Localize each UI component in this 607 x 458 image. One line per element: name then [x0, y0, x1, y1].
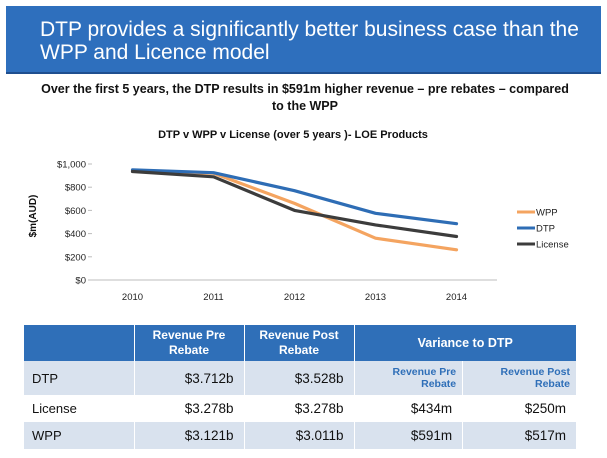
- line-chart: DTP v WPP v License (over 5 years )- LOE…: [28, 129, 569, 303]
- y-tick-label: $0: [75, 276, 86, 287]
- header-revenue-post: Revenue Post Rebate: [243, 325, 354, 361]
- revenue-table: Revenue Pre Rebate Revenue Post Rebate V…: [24, 325, 576, 449]
- x-axis-ticks: 2010 2011 2012 2013 2014: [122, 292, 467, 303]
- y-axis-label: $m(AUD): [28, 195, 39, 238]
- header-variance: Variance to DTP: [353, 325, 576, 361]
- legend-label-dtp: DTP: [536, 224, 555, 235]
- y-tick-label: $200: [65, 252, 86, 263]
- cell-revenue-post: $3.278b: [243, 395, 354, 422]
- legend: WPP DTP License: [517, 208, 569, 251]
- table-row-wpp: WPP $3.121b $3.011b $591m $517m: [24, 422, 576, 449]
- cell-revenue-pre: $3.712b: [133, 361, 244, 395]
- subheader-variance-pre: Revenue Pre Rebate: [353, 361, 463, 395]
- y-tick-label: $1,000: [57, 160, 86, 171]
- x-tick-label: 2014: [446, 292, 467, 303]
- subheader-variance-post: Revenue Post Rebate: [462, 361, 576, 395]
- cell-revenue-pre: $3.278b: [133, 395, 244, 422]
- y-tick-label: $800: [65, 183, 86, 194]
- title-bar: DTP provides a significantly better busi…: [6, 6, 601, 74]
- table-row-license: License $3.278b $3.278b $434m $250m: [24, 395, 576, 422]
- slide-title: DTP provides a significantly better busi…: [40, 18, 579, 64]
- cell-revenue-post: $3.011b: [243, 422, 354, 449]
- row-label: WPP: [24, 422, 134, 449]
- cell-variance-pre: $591m: [353, 422, 463, 449]
- table-header-row: Revenue Pre Rebate Revenue Post Rebate V…: [24, 325, 576, 361]
- y-tick-label: $400: [65, 229, 86, 240]
- x-tick-label: 2013: [365, 292, 386, 303]
- series-line-license: [130, 169, 459, 239]
- cell-variance-pre: $434m: [353, 395, 463, 422]
- x-tick-label: 2012: [284, 292, 305, 303]
- cell-variance-post: $517m: [462, 422, 576, 449]
- series-line-dtp: [130, 168, 459, 226]
- row-label: License: [24, 395, 134, 422]
- row-label: DTP: [24, 361, 134, 395]
- cell-revenue-pre: $3.121b: [133, 422, 244, 449]
- legend-label-license: License: [536, 240, 569, 251]
- header-blank: [24, 325, 134, 361]
- x-tick-label: 2010: [122, 292, 143, 303]
- table-row-dtp: DTP $3.712b $3.528b Revenue Pre Rebate R…: [24, 361, 576, 395]
- series-lines: [130, 168, 459, 252]
- legend-label-wpp: WPP: [536, 208, 558, 219]
- slide-subtitle: Over the first 5 years, the DTP results …: [41, 82, 569, 113]
- chart-area: DTP v WPP v License (over 5 years )- LOE…: [0, 128, 607, 308]
- chart-title: DTP v WPP v License (over 5 years )- LOE…: [158, 129, 428, 141]
- cell-revenue-post: $3.528b: [243, 361, 354, 395]
- header-revenue-pre: Revenue Pre Rebate: [133, 325, 244, 361]
- y-tick-label: $600: [65, 206, 86, 217]
- y-axis-ticks: $0 $200 $400 $600 $800 $1,000: [57, 160, 92, 287]
- cell-variance-post: $250m: [462, 395, 576, 422]
- x-tick-label: 2011: [203, 292, 223, 303]
